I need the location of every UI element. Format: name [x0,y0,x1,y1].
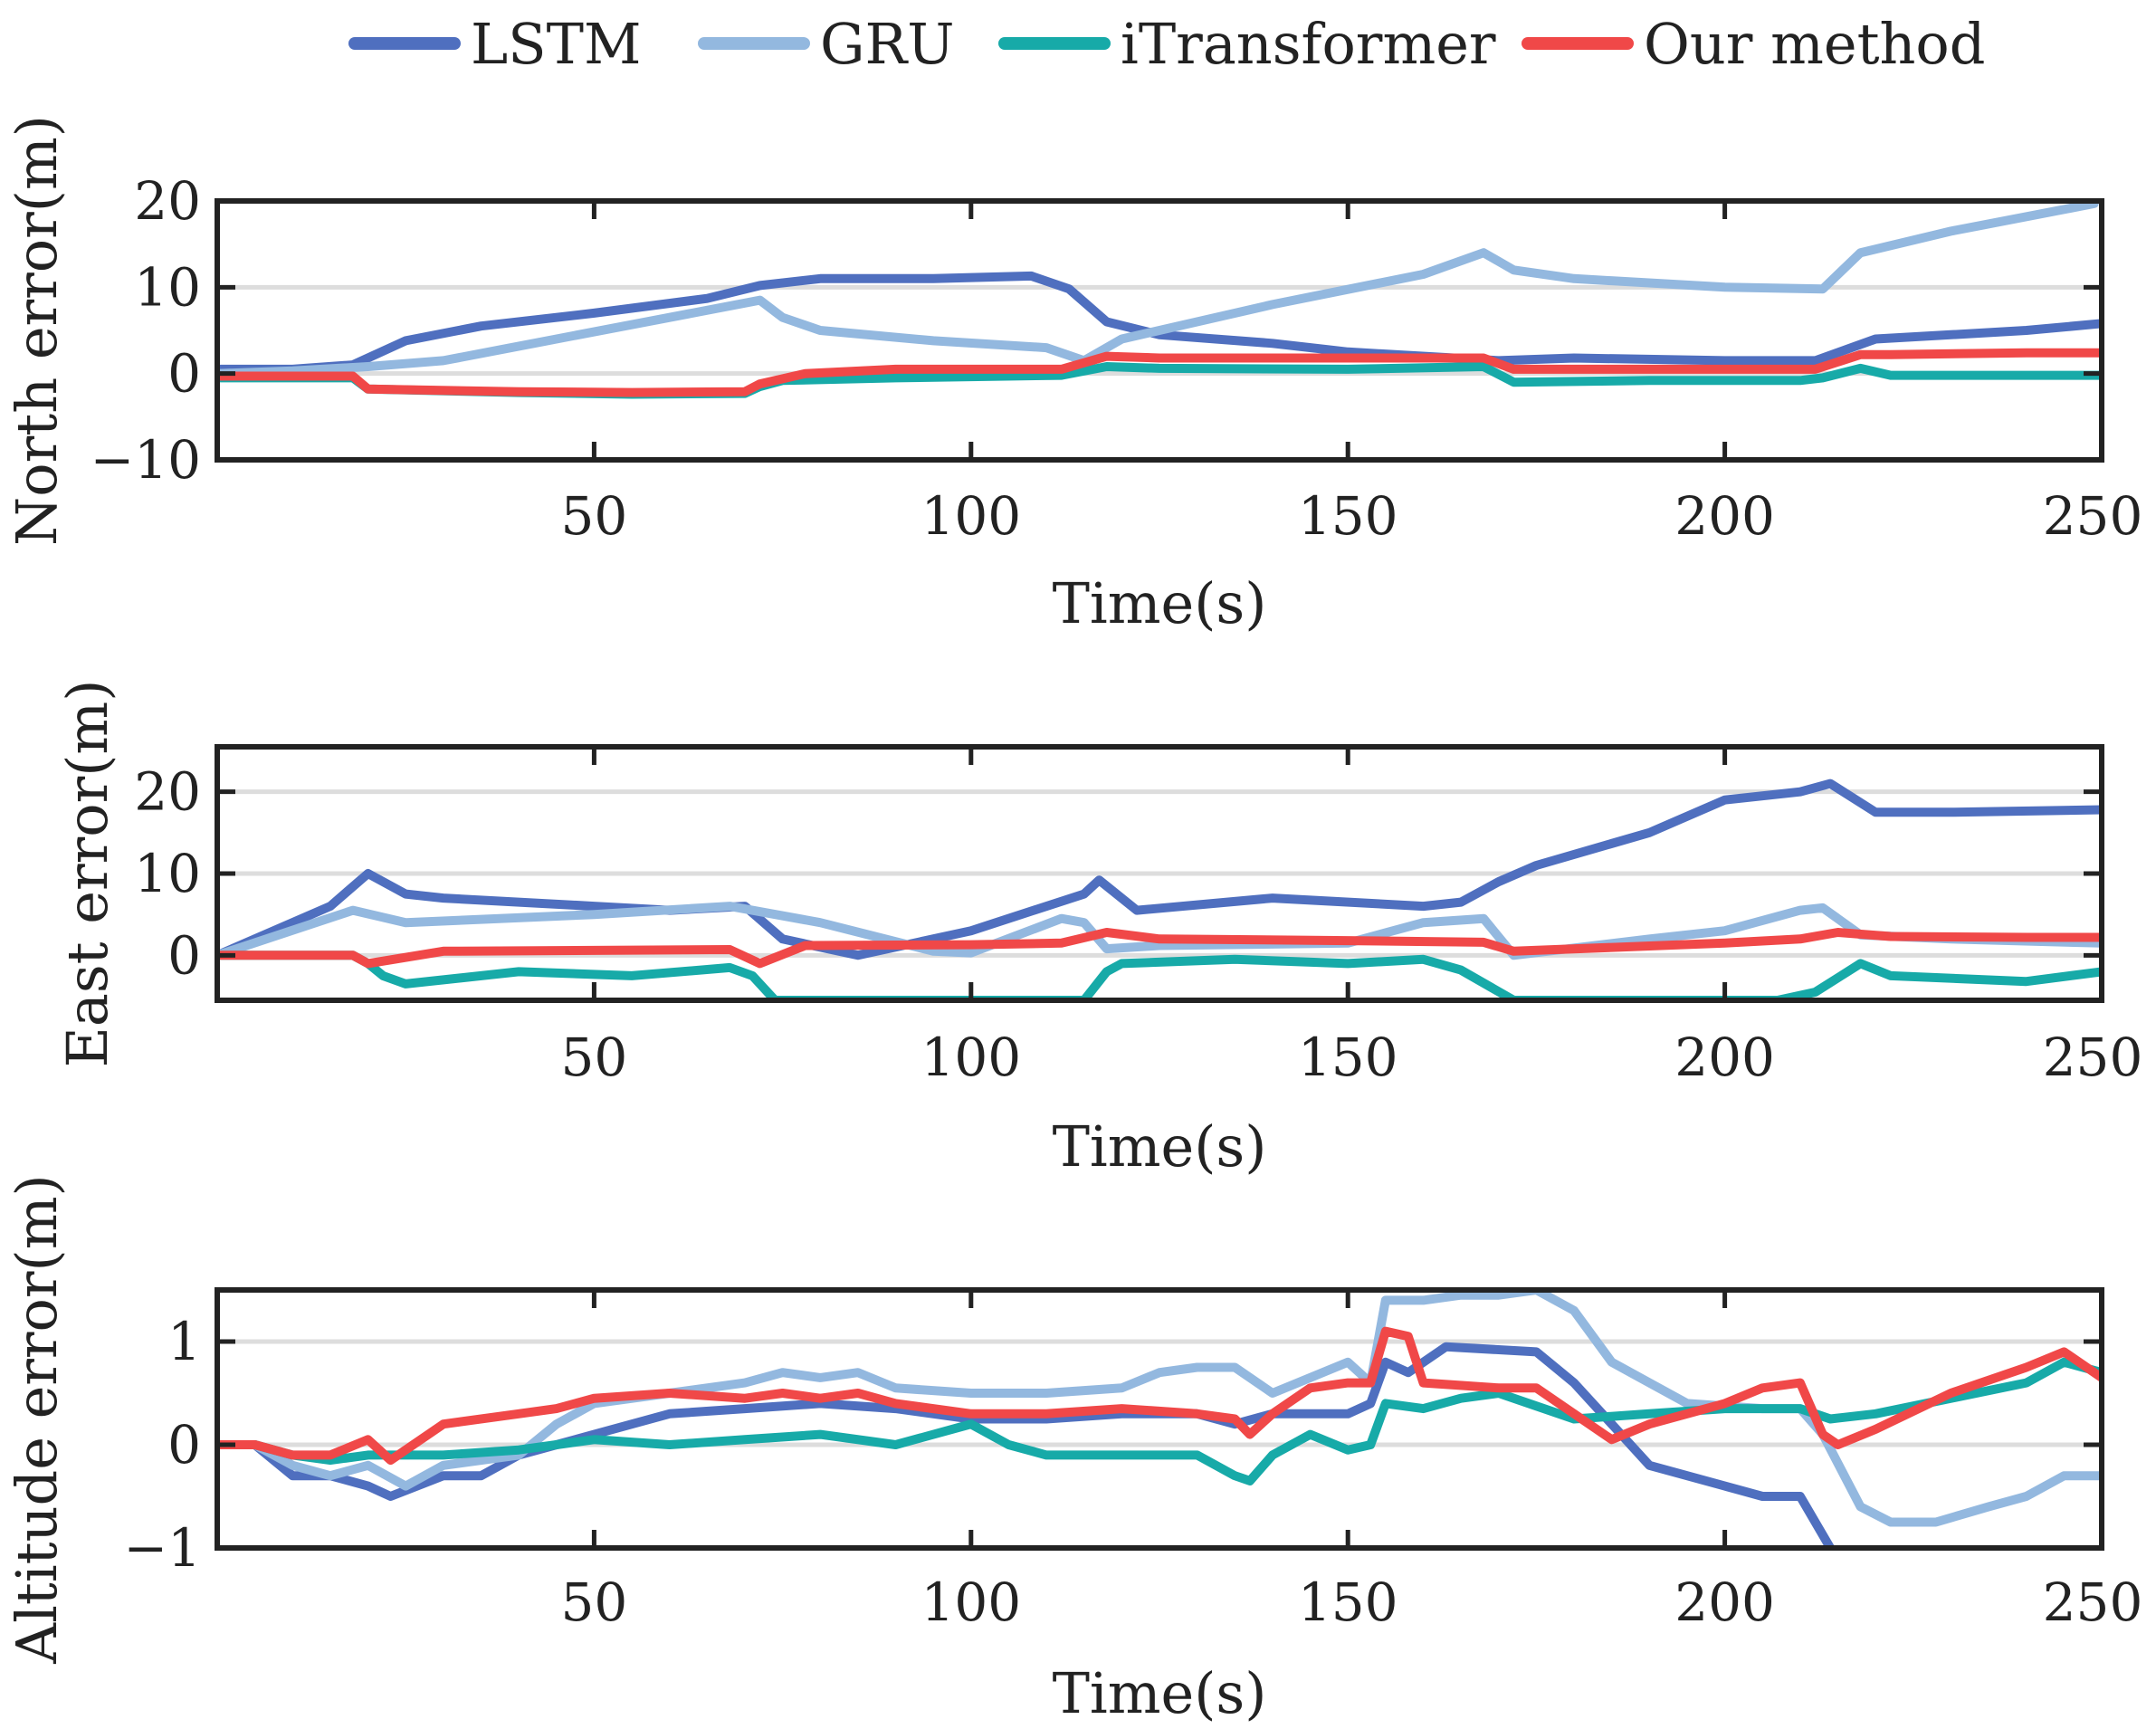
x-tick-label: 50 [560,1027,627,1088]
legend-label-our-method: Our method [1644,11,1985,77]
x-axis-title: Time(s) [1053,1113,1267,1180]
x-tick-label: 100 [921,1571,1021,1633]
legend: LSTM GRU iTransformer Our method [348,11,1985,77]
x-tick-label: 150 [1298,1027,1398,1088]
x-tick-label: 200 [1674,485,1775,547]
x-axis-title: Time(s) [1053,1660,1267,1726]
axes-frame [215,1287,2104,1551]
x-tick-label: 250 [2043,485,2143,547]
series-line-gru [217,1290,2102,1527]
y-tick-label: 0 [167,924,201,986]
x-tick-label: 100 [921,1027,1021,1088]
y-axis-title: North error(m) [4,115,70,546]
x-tick-label: 250 [2043,1571,2143,1633]
y-tick-label: 1 [167,1311,201,1372]
y-tick-label: −1 [124,1517,202,1579]
x-axis-title: Time(s) [1053,570,1267,636]
series-line-itransformer [217,950,2102,1000]
axes-frame [215,198,2104,463]
series-line-our-method [217,928,2102,969]
y-tick-label: 20 [134,170,201,232]
y-tick-label: 0 [167,1414,201,1476]
legend-label-lstm: LSTM [471,11,641,77]
y-tick-label: 10 [134,256,201,318]
series-line-itransformer [217,1357,2102,1485]
x-tick-label: 250 [2043,1027,2143,1088]
series-line-our-method [217,348,2102,397]
series-line-lstm [217,779,2102,960]
y-tick-label: 10 [134,843,201,904]
x-tick-label: 150 [1298,1571,1398,1633]
legend-label-gru: GRU [820,11,954,77]
series-line-lstm [217,1342,1836,1548]
legend-label-itransformer: iTransformer [1121,11,1496,77]
y-tick-label: 20 [134,761,201,823]
altitude-error-panel: 50 100 150 200 250 1 0 −1 Time(s) Altitude error(… [4,1174,2142,1726]
x-tick-label: 100 [921,485,1021,547]
y-tick-label: −10 [91,429,201,491]
y-tick-label: 0 [167,343,201,405]
y-axis-title: Altitude error(m) [4,1174,70,1664]
series-line-our-method [217,1326,2102,1466]
x-tick-label: 50 [560,1571,627,1633]
x-tick-label: 150 [1298,485,1398,547]
x-tick-label: 50 [560,485,627,547]
series-line-lstm [217,271,2102,374]
series-line-gru [217,902,2102,960]
x-tick-label: 200 [1674,1571,1775,1633]
y-axis-title: East error(m) [54,680,120,1068]
x-tick-label: 200 [1674,1027,1775,1088]
